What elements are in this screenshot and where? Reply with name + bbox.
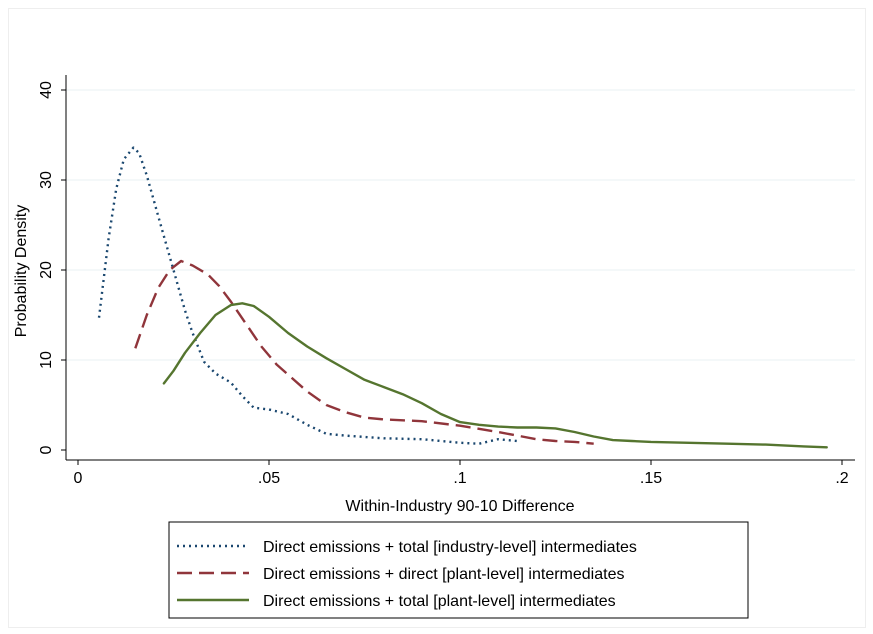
- x-tick-label: .2: [835, 470, 848, 487]
- x-tick-label: .1: [453, 470, 466, 487]
- series-line: [162, 302, 828, 449]
- x-tick-label: .15: [640, 470, 662, 487]
- axes: [65, 75, 855, 461]
- legend-label: Direct emissions + direct [plant-level] …: [263, 566, 624, 583]
- legend-box: [168, 521, 749, 619]
- x-tick-label: 0: [74, 470, 83, 487]
- x-tick-label: .05: [258, 470, 280, 487]
- y-tick-label: 40: [38, 81, 55, 99]
- y-tick-label: 10: [38, 351, 55, 369]
- y-tick-label: 0: [38, 445, 55, 454]
- series-lines: [97, 146, 828, 449]
- series-line: [134, 259, 594, 445]
- legend-item: Direct emissions + total [industry-level…: [177, 539, 637, 556]
- x-axis-ticks: 0 .05 .1 .15 .2: [74, 460, 849, 487]
- legend-item: Direct emissions + direct [plant-level] …: [177, 566, 624, 583]
- legend-item: Direct emissions + total [plant-level] i…: [177, 593, 616, 610]
- y-tick-label: 20: [38, 261, 55, 279]
- legend-label: Direct emissions + total [industry-level…: [263, 539, 637, 556]
- series-line: [97, 146, 518, 445]
- x-axis-title: Within-Industry 90-10 Difference: [345, 498, 574, 515]
- legend: Direct emissions + total [industry-level…: [168, 521, 749, 619]
- y-tick-label: 30: [38, 171, 55, 189]
- y-axis-ticks: 0 10 20 30 40: [38, 81, 66, 454]
- line-chart: 0 10 20 30 40 0 .05 .1 .15 .2 Within-Industry 90…: [13, 75, 855, 619]
- legend-label: Direct emissions + total [plant-level] i…: [263, 593, 616, 610]
- y-axis-title: Probability Density: [13, 205, 30, 338]
- gridlines: [66, 89, 855, 361]
- chart-frame: 0 10 20 30 40 0 .05 .1 .15 .2 Within-Industry 90…: [8, 8, 866, 628]
